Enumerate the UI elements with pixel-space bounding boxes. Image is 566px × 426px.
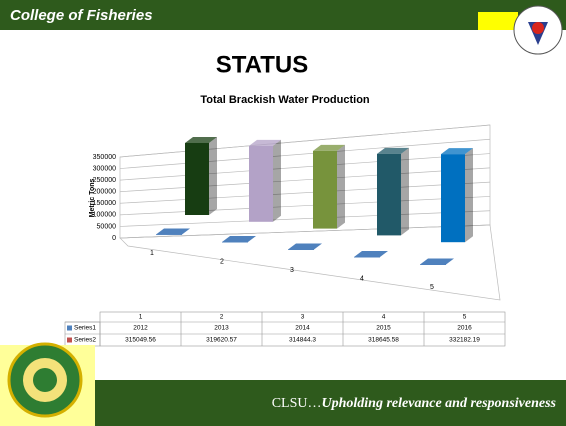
y-tick-label: 250000: [93, 177, 116, 184]
table-cell: 319620.57: [206, 337, 237, 344]
bar-top: [354, 250, 388, 257]
legend-key: [67, 325, 72, 331]
bar-front: [377, 153, 401, 236]
table-cell: 2014: [295, 325, 310, 332]
top-bar: [0, 0, 566, 30]
grid-line: [119, 181, 491, 204]
bar-front: [185, 142, 209, 215]
grid-line: [119, 224, 491, 239]
heading: STATUS: [216, 51, 308, 78]
bar-front: [441, 154, 465, 243]
y-tick-label: 50000: [97, 223, 117, 230]
bar-front: [288, 249, 314, 251]
bar-front: [249, 145, 273, 222]
grid-line: [119, 138, 491, 169]
bar-side: [209, 136, 217, 215]
bar: [377, 147, 409, 236]
bar-top: [377, 147, 409, 154]
bar-top: [222, 236, 256, 243]
table-cell: 315049.56: [125, 337, 156, 344]
bar-front: [156, 234, 182, 236]
grid-line: [119, 167, 491, 193]
footer-motto: Upholding relevance and responsiveness: [322, 396, 557, 411]
table-cell: 2012: [133, 325, 148, 332]
bar-front: [354, 256, 380, 258]
bar: [288, 243, 322, 251]
bar-side: [273, 139, 281, 222]
bar-top: [420, 258, 454, 265]
footer: CLSU…Upholding relevance and responsiven…: [272, 396, 557, 411]
grid-line: [119, 124, 491, 158]
footer-prefix: CLSU…: [272, 396, 322, 411]
bar-top: [156, 228, 190, 235]
table-cell: 318645.58: [368, 337, 399, 344]
bar-top: [288, 243, 322, 250]
table-header: 3: [301, 314, 305, 321]
university-logo: [33, 368, 57, 392]
x-tick-label: 1: [150, 250, 154, 257]
table-cell: 314844.3: [289, 337, 316, 344]
table-header: 2: [220, 314, 224, 321]
bar: [185, 136, 217, 215]
table-cell: 2016: [457, 325, 472, 332]
bar-top: [441, 148, 473, 155]
table-cell: 332182.19: [449, 337, 480, 344]
x-tick-label: 4: [360, 275, 364, 282]
table-header: 4: [382, 314, 386, 321]
bar-side: [401, 147, 409, 236]
table-cell: 2013: [214, 325, 229, 332]
bar: [420, 258, 454, 265]
legend-label: Series2: [74, 337, 96, 344]
grid-line: [119, 196, 491, 216]
y-tick-label: 150000: [93, 200, 116, 207]
bar: [441, 148, 473, 243]
bar-front: [313, 150, 337, 229]
bar-front: [222, 242, 248, 243]
yellow-block: [478, 12, 518, 30]
table-cell: 2015: [376, 325, 391, 332]
header-title: College of Fisheries: [10, 7, 153, 24]
logo-shape: [532, 22, 544, 34]
data-table: 1 2 3 4 5 Series1 2012 2013 2014 2015 2016 Series2 3…: [64, 311, 506, 347]
bar: [354, 250, 388, 258]
bar-top: [185, 136, 217, 143]
y-axis-label: Metric Tons: [89, 179, 96, 218]
bar-top: [249, 139, 281, 146]
grid-line: [119, 210, 491, 227]
plot: 0 50000 100000 150000 200000 250000 300000 3500…: [93, 124, 501, 301]
bar-front: [420, 264, 446, 265]
bar: [222, 236, 256, 243]
bar-side: [337, 144, 345, 229]
y-tick-label: 100000: [93, 212, 116, 219]
legend-key: [67, 337, 72, 343]
y-tick-label: 300000: [93, 165, 116, 172]
grid-line: [119, 153, 491, 181]
y-tick-label: 200000: [93, 189, 116, 196]
bar-side: [465, 148, 473, 243]
legend-label: Series1: [74, 325, 96, 332]
x-tick-label: 5: [430, 284, 434, 291]
x-tick-label: 2: [220, 258, 224, 265]
table-header: 5: [463, 314, 467, 321]
chart-title: Total Brackish Water Production: [200, 94, 370, 106]
bar-top: [313, 144, 345, 151]
bar: [313, 144, 345, 229]
bar: [156, 228, 190, 236]
table-header: 1: [139, 314, 143, 321]
bar: [249, 139, 281, 222]
y-tick-label: 0: [112, 235, 116, 242]
y-tick-label: 350000: [93, 154, 116, 161]
x-tick-label: 3: [290, 267, 294, 274]
